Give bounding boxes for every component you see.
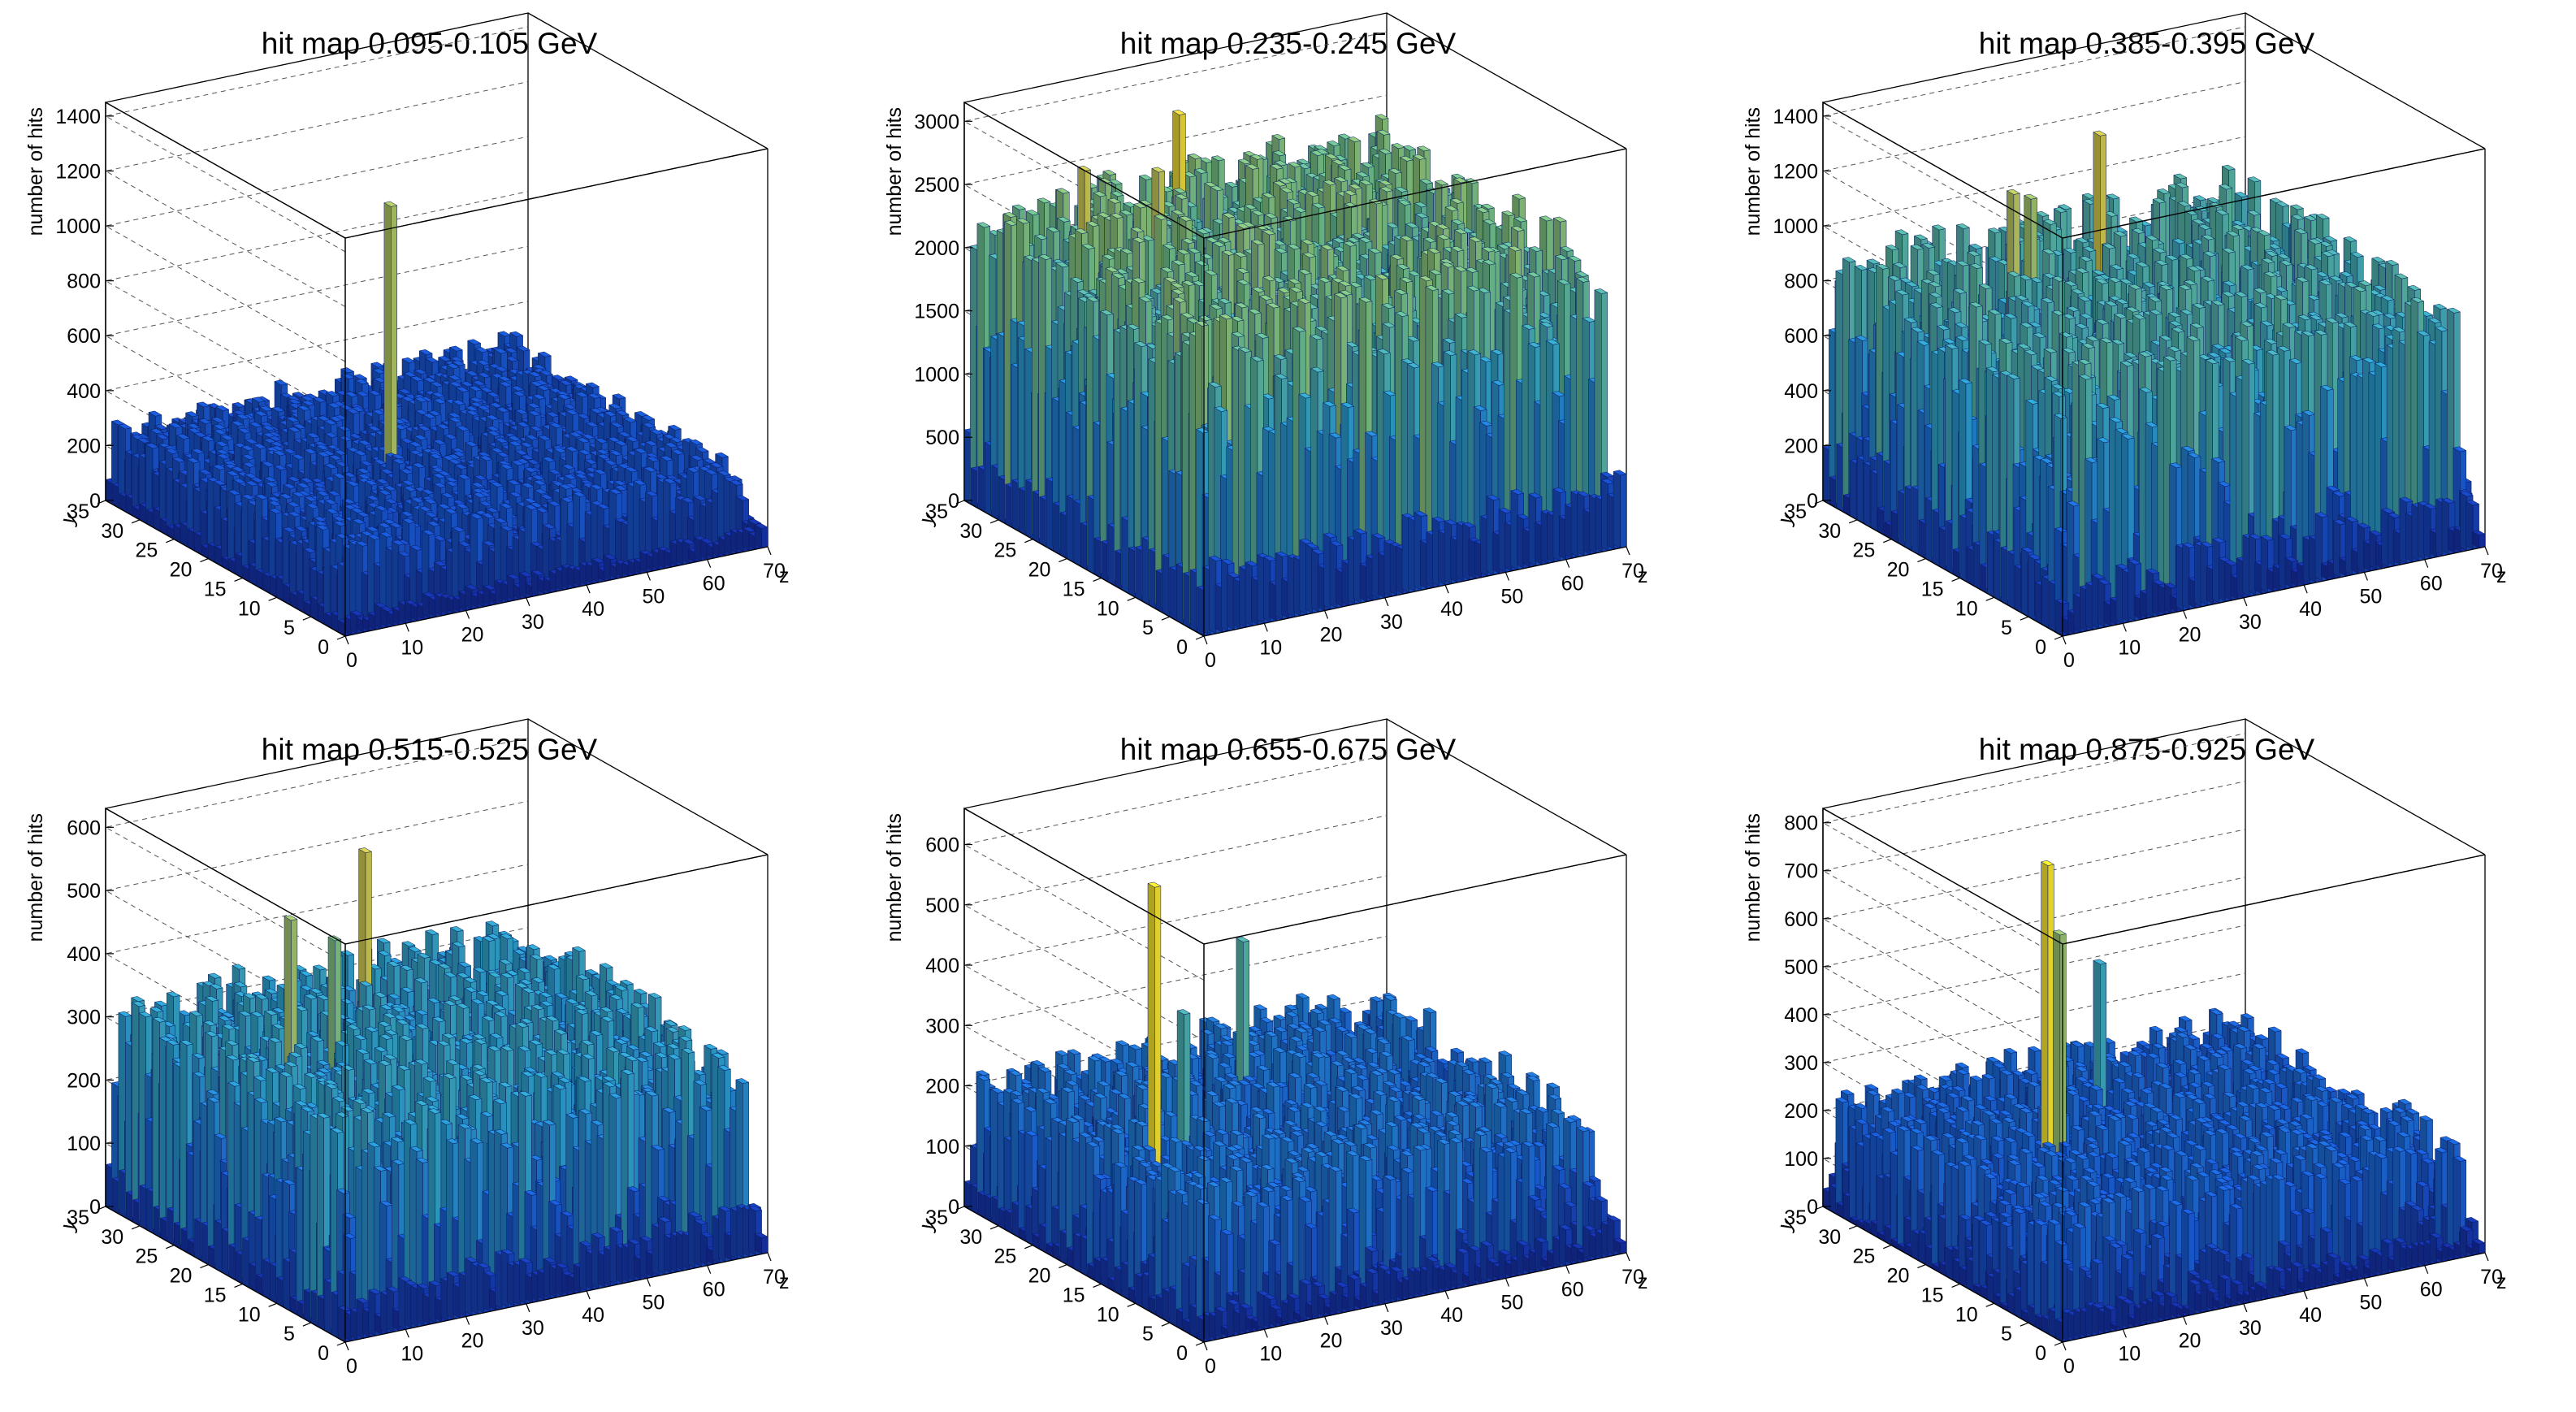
chart-panel-3: hit map 0.385-0.395 GeV 0 200 400 600 800 1000… — [1717, 0, 2576, 706]
chart-panel-1: hit map 0.095-0.105 GeV 0 200 400 600 800 1000… — [0, 0, 859, 706]
z-tick-label: 600 — [67, 325, 101, 348]
x-tick-label: 30 — [1380, 611, 1403, 634]
x-tick-label: 20 — [1320, 624, 1343, 647]
y-tick-label: 0 — [318, 636, 329, 659]
x-tick-label: 50 — [643, 585, 665, 608]
z-tick-label: 2000 — [914, 237, 959, 260]
y-tick-label: 5 — [284, 617, 295, 639]
chart-svg: hit map 0.385-0.395 GeV02004006008001000… — [1742, 12, 2507, 672]
z-tick-label: 1500 — [914, 301, 959, 323]
x-tick-label: 0 — [1205, 649, 1216, 672]
x-axis-label: z — [779, 565, 790, 587]
x-tick-label: 0 — [346, 649, 357, 672]
x-axis-label: z — [1638, 565, 1648, 587]
x-tick-label: 30 — [522, 611, 544, 634]
y-tick-label: 15 — [204, 578, 227, 600]
y-tick-label: 20 — [1028, 559, 1051, 582]
x-tick-label: 50 — [1501, 585, 1524, 608]
y-tick-label: 10 — [1097, 597, 1119, 620]
x-tick-label: 20 — [461, 624, 484, 647]
bar — [754, 523, 768, 549]
x-tick-label: 60 — [703, 573, 725, 596]
chart-svg: hit map 0.095-0.105 GeV02004006008001000… — [24, 12, 790, 672]
z-tick-label: 1400 — [55, 106, 101, 128]
z-tick-label: 1000 — [55, 215, 101, 238]
chart-title: hit map 0.235-0.245 GeV — [1120, 27, 1457, 60]
y-tick-label: 20 — [170, 559, 193, 582]
x-tick-label: 10 — [1259, 636, 1282, 659]
chart-svg: hit map 0.235-0.245 GeV05001000150020002… — [883, 12, 1648, 672]
z-axis: 0 500 1000 1500 2000 2500 3000 number of hits — [883, 102, 972, 513]
chart-title: hit map 0.385-0.395 GeV — [1979, 27, 2315, 60]
x-tick-label: 60 — [1561, 573, 1584, 596]
z-axis-label: number of hits — [883, 107, 906, 236]
z-tick-label: 0 — [948, 490, 959, 513]
y-tick-label: 30 — [101, 520, 123, 543]
x-tick-label: 40 — [582, 598, 604, 621]
z-tick-label: 0 — [89, 490, 101, 513]
z-tick-label: 500 — [925, 427, 959, 449]
x-tick-label: 10 — [400, 636, 423, 659]
y-tick-label: 10 — [238, 597, 261, 620]
z-tick-label: 800 — [67, 271, 101, 293]
bar — [1613, 470, 1627, 549]
z-tick-label: 2500 — [914, 174, 959, 197]
lego-bars — [105, 201, 768, 637]
y-tick-label: 30 — [959, 520, 982, 543]
z-tick-label: 1000 — [914, 363, 959, 386]
y-tick-label: 5 — [1142, 617, 1154, 639]
y-tick-label: 0 — [1176, 636, 1188, 659]
z-tick-label: 1200 — [55, 160, 101, 183]
y-tick-label: 25 — [994, 539, 1016, 562]
x-tick-label: 40 — [1440, 598, 1463, 621]
y-tick-label: 15 — [1063, 578, 1085, 600]
z-axis: 0 200 400 600 800 1000 1200 1400 number of hits — [24, 102, 114, 513]
z-axis-label: number of hits — [24, 107, 47, 236]
chart-title: hit map 0.095-0.105 GeV — [262, 27, 598, 60]
z-tick-label: 200 — [67, 435, 101, 457]
z-tick-label: 400 — [67, 380, 101, 403]
z-tick-label: 3000 — [914, 110, 959, 133]
chart-panel-2: hit map 0.235-0.245 GeV 0 500 1000 1500 2000 2… — [859, 0, 1717, 706]
y-tick-label: 25 — [135, 539, 158, 562]
